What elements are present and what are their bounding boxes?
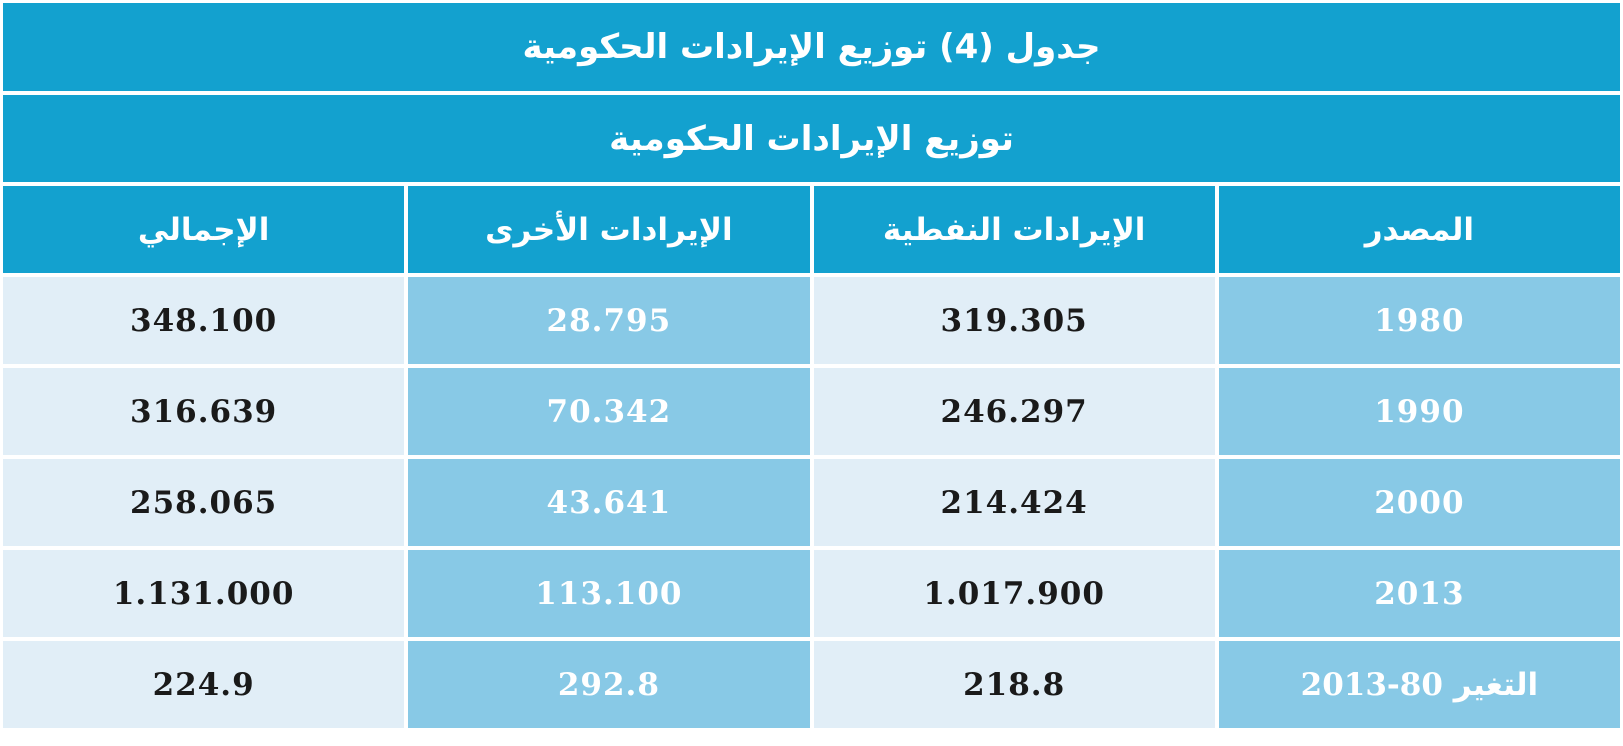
revenue-table: المصدر الإيرادات النفطية الإيرادات الأخر… <box>0 182 1623 732</box>
revenue-table-page: جدول (4) توزيع الإيرادات الحكومية توزيع … <box>3 3 1620 743</box>
table-row: 2013 1.017.900 113.100 1.131.000 <box>3 550 1620 637</box>
cell-oil-revenue: 246.297 <box>813 368 1215 455</box>
cell-total: 1.131.000 <box>3 550 405 637</box>
header-other-revenue: الإيرادات الأخرى <box>408 186 810 273</box>
cell-total: 316.639 <box>3 368 405 455</box>
cell-source: 2000 <box>1218 459 1620 546</box>
table-row: 1980 319.305 28.795 348.100 <box>3 277 1620 364</box>
cell-source: 1980 <box>1218 277 1620 364</box>
cell-total: 348.100 <box>3 277 405 364</box>
cell-source: 1990 <box>1218 368 1620 455</box>
cell-oil-revenue: 319.305 <box>813 277 1215 364</box>
table-subtitle: توزيع الإيرادات الحكومية <box>3 95 1620 182</box>
cell-other-revenue: 70.342 <box>408 368 810 455</box>
cell-other-revenue: 43.641 <box>408 459 810 546</box>
header-oil-revenue: الإيرادات النفطية <box>813 186 1215 273</box>
cell-change-label: التغير 2013-80 <box>1218 641 1620 728</box>
cell-oil-revenue: 1.017.900 <box>813 550 1215 637</box>
header-total: الإجمالي <box>3 186 405 273</box>
header-row: المصدر الإيرادات النفطية الإيرادات الأخر… <box>3 186 1620 273</box>
cell-source: 2013 <box>1218 550 1620 637</box>
change-period: 2013-80 <box>1300 666 1443 703</box>
change-label: التغير <box>1453 666 1539 703</box>
cell-oil-change: 218.8 <box>813 641 1215 728</box>
table-row: 2000 214.424 43.641 258.065 <box>3 459 1620 546</box>
cell-oil-revenue: 214.424 <box>813 459 1215 546</box>
table-row: 1990 246.297 70.342 316.639 <box>3 368 1620 455</box>
cell-other-change: 292.8 <box>408 641 810 728</box>
change-row: التغير 2013-80 218.8 292.8 224.9 <box>3 641 1620 728</box>
table-title: جدول (4) توزيع الإيرادات الحكومية <box>3 3 1620 91</box>
cell-total: 258.065 <box>3 459 405 546</box>
cell-total-change: 224.9 <box>3 641 405 728</box>
header-source: المصدر <box>1218 186 1620 273</box>
cell-other-revenue: 113.100 <box>408 550 810 637</box>
cell-other-revenue: 28.795 <box>408 277 810 364</box>
